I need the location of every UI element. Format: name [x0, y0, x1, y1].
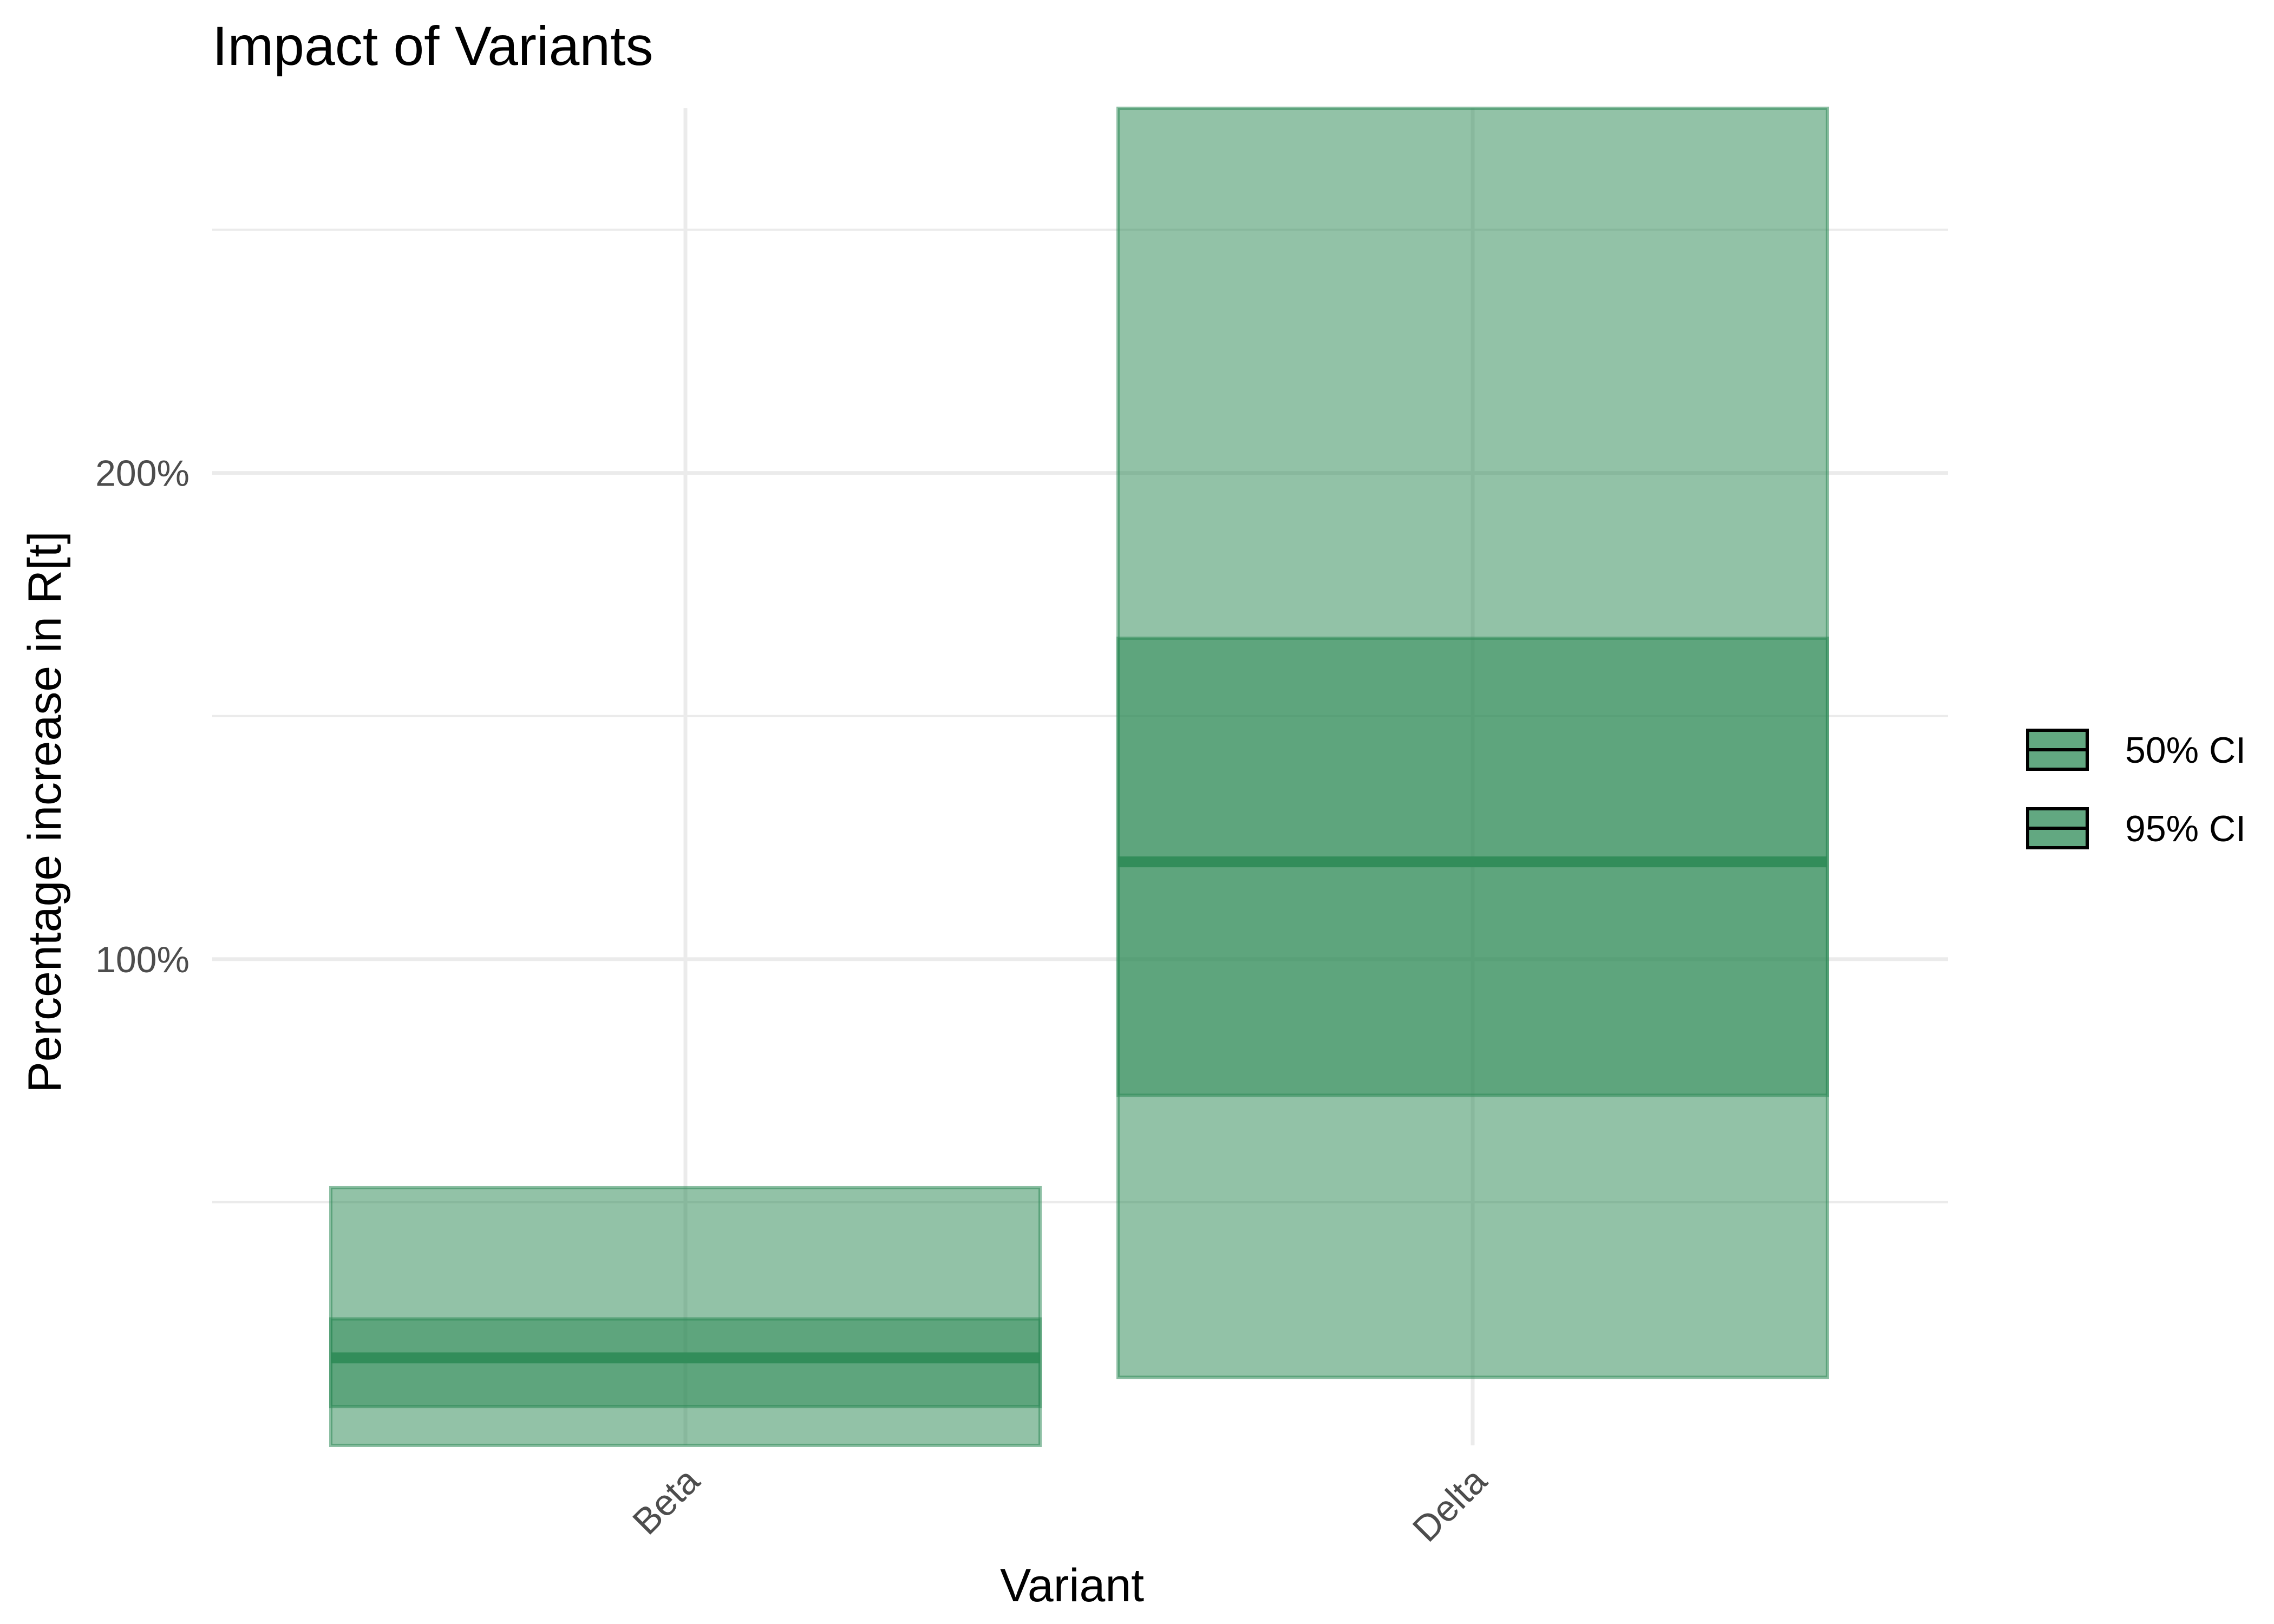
bars	[329, 107, 1829, 1447]
y-tick-label: 200%	[95, 453, 190, 494]
legend-item: 95% CI	[2026, 807, 2246, 849]
x-tick-labels: Beta Delta	[625, 1460, 1495, 1550]
legend-label: 95% CI	[2125, 808, 2246, 849]
y-tick-label: 100%	[95, 939, 190, 980]
chart-title: Impact of Variants	[212, 15, 653, 77]
y-tick-labels: 100% 200%	[95, 453, 190, 980]
x-tick-label: Delta	[1405, 1460, 1495, 1550]
legend: 50% CI 95% CI	[2026, 729, 2246, 849]
y-axis-title: Percentage increase in R[t]	[19, 531, 71, 1092]
legend-item: 50% CI	[2026, 729, 2246, 771]
x-axis-title: Variant	[1000, 1560, 1144, 1612]
legend-label: 50% CI	[2125, 730, 2246, 771]
x-tick-label: Beta	[625, 1460, 708, 1543]
